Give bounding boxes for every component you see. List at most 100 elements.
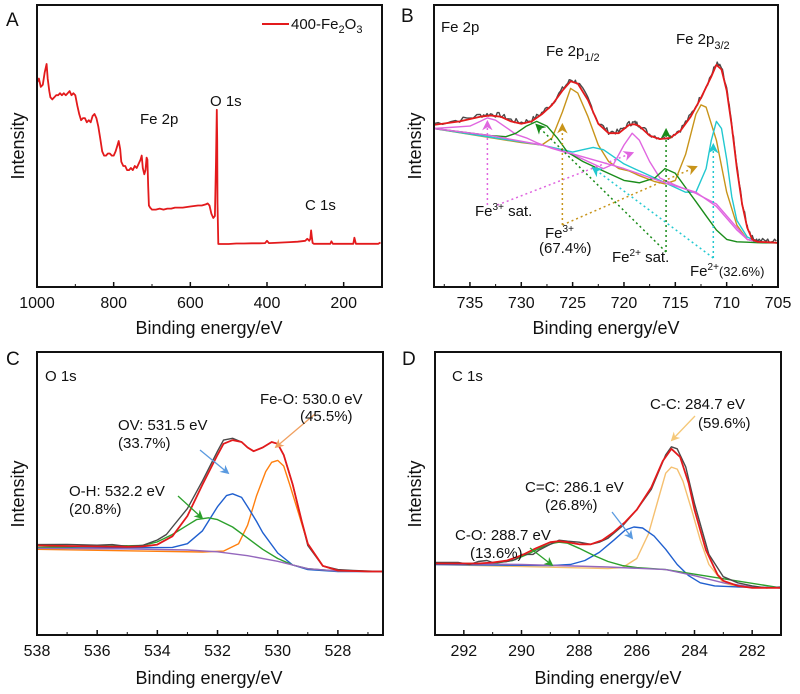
panel-b-series-background xyxy=(433,127,779,244)
annotation-c-eq-c: C=C: 286.1 eV xyxy=(525,479,624,496)
panel-a-y-label: Intensity xyxy=(8,112,28,179)
peak-label-fe-2p1-2: Fe 2p1/2 xyxy=(546,43,600,64)
panel-b-tick-label: 710 xyxy=(713,295,740,312)
panel-b-y-label: Intensity xyxy=(405,112,425,179)
panel-d-tick-label: 292 xyxy=(450,643,477,660)
annotation-o-1s: O 1s xyxy=(210,93,242,110)
panel-d-annotations xyxy=(529,415,696,567)
annotation-fe-o: Fe-O: 530.0 eV xyxy=(260,391,363,408)
label-fe2: Fe2+(32.6%) xyxy=(690,262,764,280)
panel-b-tick-label: 720 xyxy=(611,295,638,312)
panel-d-tick-label: 284 xyxy=(681,643,708,660)
panel-b-series-fe2-sat xyxy=(433,120,779,244)
peak-label-fe-2p3-2: Fe 2p3/2 xyxy=(676,31,730,52)
annotation-c-eq-c-percent: (26.8%) xyxy=(545,497,598,514)
panel-d-y-label: Intensity xyxy=(405,460,425,527)
annotation-arrow-o-h-532-2-ev xyxy=(177,495,204,520)
panel-a-frame xyxy=(36,4,383,288)
panel-a-tick-label: 200 xyxy=(330,295,357,312)
annotation-o-h-percent: (20.8%) xyxy=(69,501,122,518)
annotation-arrow-c-c-284-7-ev xyxy=(670,415,696,442)
panel-a-legend: 400-Fe2O3 xyxy=(262,16,362,36)
panel-d-core-label: C 1s xyxy=(452,368,483,385)
annotation-fe-o-percent: (45.5%) xyxy=(300,408,353,425)
annotation-ov-percent: (33.7%) xyxy=(118,435,171,452)
panel-a-tick-label: 600 xyxy=(177,295,204,312)
panel-a-tick-label: 400 xyxy=(254,295,281,312)
panel-c-y-label: Intensity xyxy=(8,460,28,527)
annotation-c-1s: C 1s xyxy=(305,197,336,214)
panel-d-x-label: Binding energy/eV xyxy=(534,668,681,688)
annotation-fe-2p: Fe 2p xyxy=(140,111,178,128)
panel-d-x-ticks: 292 290 288 286 284 282 xyxy=(434,630,782,660)
panel-b-x-ticks: 735 730 725 720 715 710 705 xyxy=(443,282,792,312)
panel-c-series xyxy=(36,437,384,573)
annotation-arrow-c-c-286-1-ev xyxy=(611,511,634,540)
panel-d-series-envelope xyxy=(435,447,781,589)
panel-d-tick-label: 290 xyxy=(508,643,535,660)
panel-c-x-ticks: 538 536 534 532 530 528 xyxy=(24,630,369,660)
panel-b-series xyxy=(433,61,779,244)
panel-b-tick-label: 705 xyxy=(765,295,792,312)
annotation-arrow-fe-o-530-0-ev xyxy=(274,413,316,449)
label-fe3-sat: Fe3+ sat. xyxy=(475,202,532,220)
panel-a-x-label: Binding energy/eV xyxy=(135,318,282,338)
panel-a-survey: A 1000 800 600 400 200 Binding energy/eV Int… xyxy=(6,4,383,338)
panel-c-core-label: O 1s xyxy=(45,368,77,385)
panel-c-annotations xyxy=(177,413,316,520)
panel-letter-c: C xyxy=(6,349,20,370)
annotation-arrow-ov-531-5-ev xyxy=(199,449,230,475)
annotation-c-c: C-C: 284.7 eV xyxy=(650,396,745,413)
annotation-arrow-fe3 xyxy=(562,165,698,226)
annotation-o-h: O-H: 532.2 eV xyxy=(69,483,165,500)
annotation-arrow-fe2-32-6 xyxy=(591,166,714,259)
panel-c-tick-label: 534 xyxy=(144,643,171,660)
panel-d-series-c-c xyxy=(434,526,782,589)
panel-c-tick-label: 530 xyxy=(264,643,291,660)
panel-b-tick-label: 725 xyxy=(559,295,586,312)
panel-b-series-envelope xyxy=(433,63,779,244)
panel-b-annotations xyxy=(482,119,719,259)
panel-b-x-label: Binding energy/eV xyxy=(532,318,679,338)
panel-a-tick-label: 1000 xyxy=(19,295,55,312)
panel-c-tick-label: 532 xyxy=(204,643,231,660)
panel-a-series-400-fe2o3 xyxy=(36,63,381,245)
panel-b-series-fe2 xyxy=(433,120,779,244)
annotation-arrow-fe2-sat xyxy=(535,123,667,253)
panel-b-tick-label: 715 xyxy=(662,295,689,312)
panel-c-tick-label: 538 xyxy=(24,643,51,660)
panel-c-tick-label: 536 xyxy=(84,643,111,660)
panel-c-o1s: C 538 536 534 532 530 528 O 1s Fe-O: 530.0 eV… xyxy=(6,349,384,688)
annotation-c-o-percent: (13.6%) xyxy=(470,545,523,562)
annotation-c-o: C-O: 288.7 eV xyxy=(455,527,551,544)
panel-c-x-label: Binding energy/eV xyxy=(135,668,282,688)
panel-d-series-c-c xyxy=(434,466,782,589)
panel-d-series-background xyxy=(434,562,782,589)
panel-c-series-background xyxy=(36,547,384,573)
label-fe3: Fe3+ xyxy=(545,224,574,242)
panel-a-tick-label: 800 xyxy=(100,295,127,312)
annotation-ov: OV: 531.5 eV xyxy=(118,417,208,434)
panel-d-c1s: D 292 290 288 286 284 282 C 1s C-C: 284.7 eV … xyxy=(402,349,782,688)
panel-letter-a: A xyxy=(6,10,19,31)
panel-b-tick-label: 730 xyxy=(508,295,535,312)
panel-letter-b: B xyxy=(401,6,414,27)
panel-a-x-ticks: 1000 800 600 400 200 xyxy=(19,282,383,312)
annotation-arrow-c-o-288-7-ev xyxy=(529,547,554,567)
panel-c-frame xyxy=(36,351,384,636)
panel-d-series xyxy=(434,446,782,589)
annotation-c-c-percent: (59.6%) xyxy=(698,415,751,432)
panel-d-tick-label: 288 xyxy=(566,643,593,660)
panel-d-tick-label: 282 xyxy=(739,643,766,660)
panel-b-core-label: Fe 2p xyxy=(441,19,479,36)
panel-d-tick-label: 286 xyxy=(623,643,650,660)
panel-b-series-fe3-2p3-2 xyxy=(433,87,779,244)
panel-b-frame xyxy=(433,4,779,288)
panel-a-series xyxy=(36,63,381,245)
label-fe2-sat: Fe2+ sat. xyxy=(612,248,669,266)
label-fe3-percent: (67.4%) xyxy=(539,240,592,257)
panel-letter-d: D xyxy=(402,349,416,370)
annotation-arrow-fe3-sat xyxy=(497,151,635,206)
panel-c-tick-label: 528 xyxy=(325,643,352,660)
